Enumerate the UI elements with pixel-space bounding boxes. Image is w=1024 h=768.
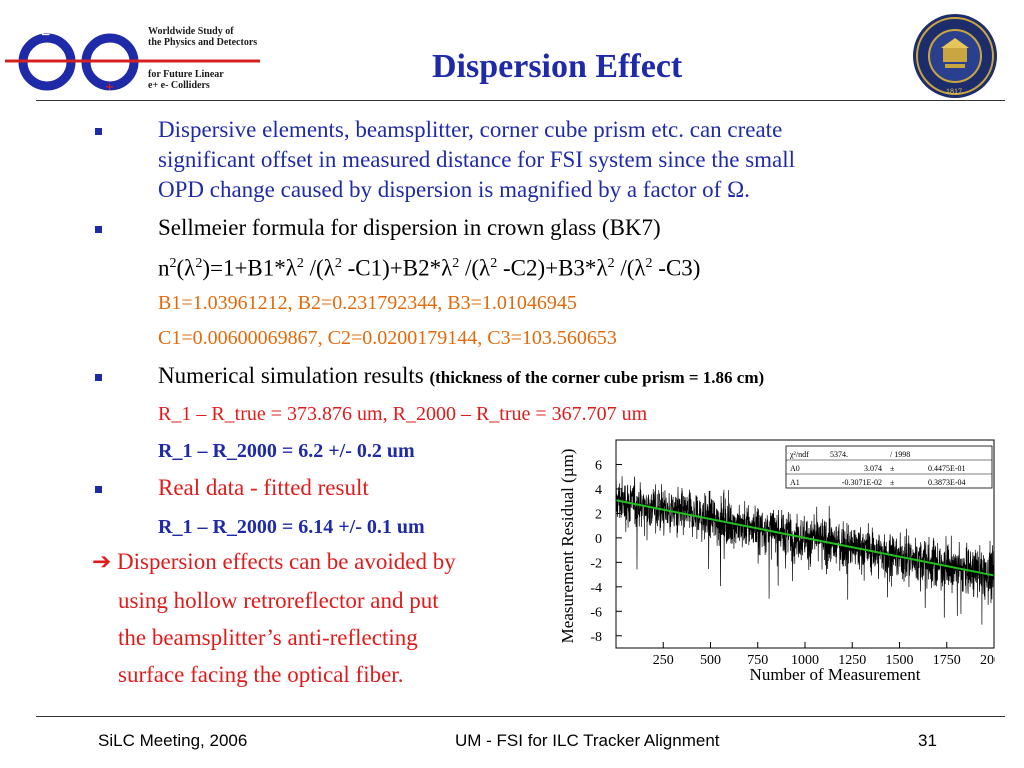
- simulation-values: R_1 – R_true = 373.876 um, R_2000 – R_tr…: [158, 403, 648, 425]
- logo-line-3: for Future Linear: [148, 69, 224, 80]
- conclusion-line-1: ➔ Dispersion effects can be avoided by: [92, 549, 456, 574]
- bullet-3: [95, 374, 102, 381]
- x-tick-label: 750: [747, 653, 768, 668]
- sellmeier-formula: n2(λ2)=1+B1*λ2 /(λ2 -C1)+B2*λ2 /(λ2 -C2)…: [158, 255, 701, 281]
- stats-cell: / 1998: [890, 450, 910, 459]
- conclusion-line-2: using hollow retroreflector and put: [118, 588, 439, 613]
- simulation-result: R_1 – R_2000 = 6.2 +/- 0.2 um: [158, 440, 415, 462]
- fit-line: [615, 499, 995, 577]
- stats-cell: A0: [790, 464, 800, 473]
- footer-meeting: SiLC Meeting, 2006: [98, 731, 248, 750]
- page-title: Dispersion Effect: [432, 48, 683, 85]
- y-tick-label: 4: [595, 483, 602, 498]
- coefficients-b: B1=1.03961212, B2=0.231792344, B3=1.0104…: [158, 292, 577, 314]
- logo-line-4: e+ e- Colliders: [148, 80, 210, 91]
- university-seal: 1817: [911, 12, 999, 100]
- x-tick-label: 1250: [838, 653, 866, 668]
- bullet-2: [95, 226, 102, 233]
- bullet-4: [95, 486, 102, 493]
- arrow-right-icon: ➔: [92, 549, 112, 574]
- y-tick-label: 2: [595, 507, 602, 522]
- footer-talk-title: UM - FSI for ILC Tracker Alignment: [455, 731, 720, 750]
- logo-plus: +: [105, 79, 114, 96]
- y-tick-label: -8: [590, 630, 602, 645]
- coefficients-c: C1=0.00600069867, C2=0.0200179144, C3=10…: [158, 327, 617, 349]
- residual-chart: 250 500 750 1000 1250 1500 1750 2000 6 4 2 0 -2 -4 -6 -…: [558, 439, 995, 684]
- x-tick-label: 1000: [791, 653, 819, 668]
- y-tick-label: 6: [595, 458, 602, 473]
- x-tick-label: 2000: [980, 653, 995, 668]
- seal-icon: 1817: [913, 14, 997, 98]
- y-tick-label: 0: [595, 532, 602, 547]
- stats-cell: -0.3071E-02: [842, 478, 882, 487]
- data-series-line: [615, 476, 995, 625]
- conclusion-line-3: the beamsplitter’s anti-reflecting: [118, 625, 418, 650]
- bullet1-line-1: Dispersive elements, beamsplitter, corne…: [158, 117, 783, 142]
- footer-divider: [36, 716, 1005, 717]
- stats-cell: 3.074: [864, 464, 882, 473]
- stats-cell: ±: [890, 478, 895, 487]
- y-tick-label: -2: [590, 556, 602, 571]
- real-data-result: R_1 – R_2000 = 6.14 +/- 0.1 um: [158, 516, 425, 538]
- stats-cell: 0.3873E-04: [928, 478, 966, 487]
- seal-year: 1817: [946, 87, 962, 96]
- stats-cell: A1: [790, 478, 800, 487]
- stats-cell: χ²/ndf: [789, 450, 809, 459]
- stats-cell: ±: [890, 464, 895, 473]
- logo-minus: −: [41, 27, 50, 44]
- x-tick-label: 250: [653, 653, 674, 668]
- conclusion-line-4: surface facing the optical fiber.: [118, 662, 404, 687]
- logo-line-1: Worldwide Study of: [148, 26, 234, 37]
- stats-cell: 5374.: [830, 450, 848, 459]
- x-tick-label: 1500: [886, 653, 914, 668]
- bullet1-line-2: significant offset in measured distance …: [158, 147, 796, 172]
- ecfa-logo-graphic: − +: [5, 27, 260, 96]
- ecfa-logo: − +: [5, 22, 265, 96]
- bullet2-text: Sellmeier formula for dispersion in crow…: [158, 215, 661, 240]
- bullet4-text: Real data - fitted result: [158, 475, 369, 500]
- fit-stats-box: χ²/ndf 5374. / 1998 A0 3.074 ±0.4475E-01 A1 -0.…: [785, 445, 993, 489]
- bullet3-text: Numerical simulation results (thickness …: [158, 363, 765, 388]
- bullet1-line-3: OPD change caused by dispersion is magni…: [158, 177, 750, 202]
- y-tick-label: -6: [590, 605, 602, 620]
- x-tick-label: 1750: [933, 653, 961, 668]
- logo-line-2: the Physics and Detectors: [148, 37, 258, 48]
- header-divider: [36, 100, 1005, 101]
- stats-cell: 0.4475E-01: [928, 464, 966, 473]
- page-number: 31: [918, 731, 937, 750]
- y-tick-label: -4: [590, 581, 602, 596]
- x-axis-label: Number of Measurement: [750, 665, 921, 684]
- bullet-1: [95, 128, 102, 135]
- y-axis-label: Measurement Residual (µm): [558, 449, 577, 644]
- x-tick-label: 500: [700, 653, 721, 668]
